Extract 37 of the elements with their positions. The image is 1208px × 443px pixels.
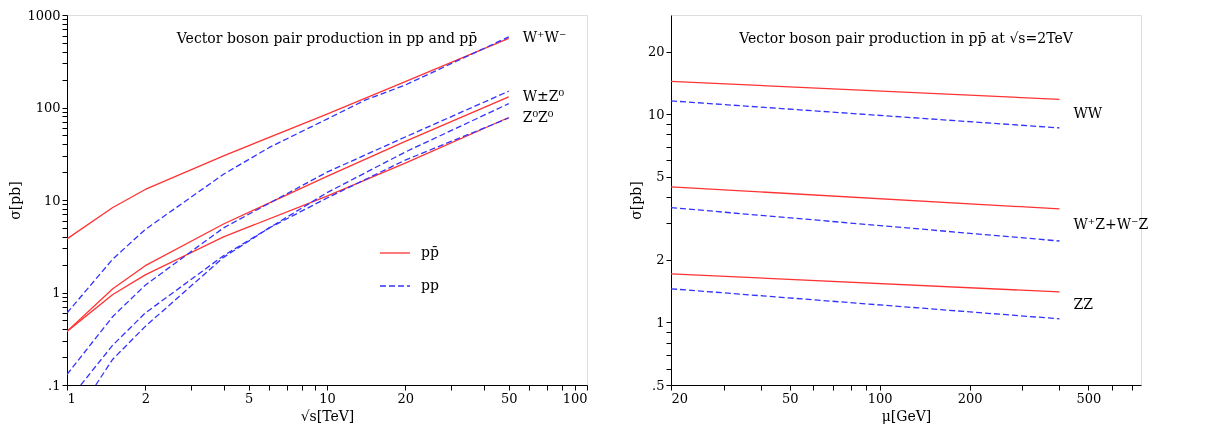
x-tick-label: 20 <box>671 390 689 406</box>
x-tick-label: 50 <box>500 390 518 406</box>
x-tick-label: 100 <box>562 390 588 406</box>
y-tick-label: 100 <box>35 100 61 115</box>
annotation: ZZ <box>1073 296 1094 313</box>
annotation: W⁺W⁻ <box>522 28 567 45</box>
x-tick-label: 50 <box>782 390 799 406</box>
x-axis-title: μ[GeV] <box>881 407 932 424</box>
y-tick-label: 1 <box>656 314 665 330</box>
x-tick-label: 20 <box>397 390 415 406</box>
legend-label: pp̄ <box>421 244 439 260</box>
y-tick-label: .1 <box>48 377 61 393</box>
text: Vector boson pair production in pp and pp̄ <box>175 30 478 46</box>
legend-label: pp <box>421 277 439 293</box>
text: Vector boson pair production in pp̄ at √s=2TeV <box>738 30 1074 46</box>
x-tick-label: 10 <box>319 390 336 406</box>
y-tick-label: .5 <box>652 377 665 393</box>
annotation: W±Z⁰ <box>522 88 565 105</box>
y-tick-label: 20 <box>647 44 665 60</box>
y-tick-label: 10 <box>43 192 61 208</box>
x-tick-label: 100 <box>867 390 893 406</box>
annotation: W⁺Z+W⁻Z <box>1073 215 1149 232</box>
annotation: Z⁰Z⁰ <box>522 108 554 125</box>
annotation: WW <box>1073 104 1103 121</box>
x-tick-label: 200 <box>957 390 983 406</box>
y-axis-title: σ[pb] <box>627 181 644 220</box>
y-tick-label: 5 <box>656 169 665 185</box>
x-tick-label: 2 <box>141 390 150 406</box>
y-tick-label: 1000 <box>27 7 61 23</box>
x-tick-label: 1 <box>67 390 76 406</box>
y-tick-label: 10 <box>647 106 665 122</box>
x-tick-label: 5 <box>245 390 254 406</box>
y-axis-title: σ[pb] <box>7 181 24 220</box>
x-tick-label: 500 <box>1076 390 1102 406</box>
x-axis-title: √s[TeV] <box>300 407 355 424</box>
y-tick-label: 2 <box>656 252 665 268</box>
y-tick-label: 1 <box>52 285 61 300</box>
